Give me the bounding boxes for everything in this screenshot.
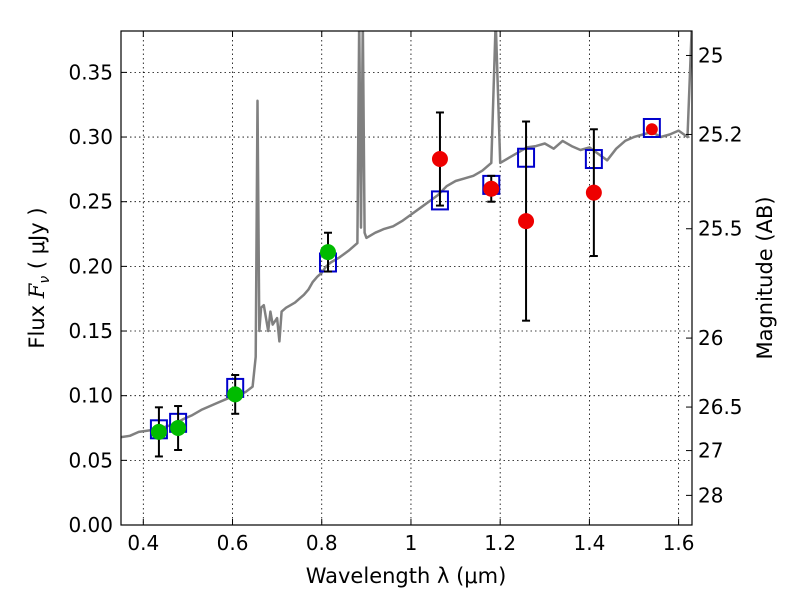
x-tick-label: 0.8 (306, 531, 338, 555)
observed-photometry-point (431, 151, 448, 168)
observed-photometry-point (150, 423, 167, 440)
observed-photometry-point (483, 180, 500, 197)
observed-photometry-point (645, 123, 658, 136)
x-tick-label: 0.6 (217, 531, 249, 555)
y-tick-label: 0.15 (68, 319, 113, 343)
y-tick-label: 0.30 (68, 125, 113, 149)
model-photometry-square (642, 117, 661, 138)
y2-axis-label: Magnitude (AB) (753, 196, 777, 359)
mag-tick-label: 26 (698, 326, 723, 350)
y-axis-label: Flux Fν ( μJy ) (25, 207, 53, 348)
mag-tick-label: 25 (698, 43, 723, 67)
y-tick-label: 0.35 (68, 60, 113, 84)
mag-tick-label: 28 (698, 483, 723, 507)
plot-frame (120, 30, 693, 526)
x-tick-label: 0.4 (127, 531, 159, 555)
y-tick-label: 0.20 (68, 254, 113, 278)
y-axis-label-subscript: ν (37, 276, 53, 284)
mag-tick-label: 25.5 (698, 217, 743, 241)
x-tick-label: 1.2 (484, 531, 516, 555)
y-tick-label: 0.05 (68, 448, 113, 472)
y-tick-label: 0.00 (68, 513, 113, 537)
axis-ticks: 0.4 0.6 0.8 1 1.2 1.4 1.6 0.00 0.05 0.10 0.15 0.20 0… (68, 31, 743, 555)
y-tick-label: 0.10 (68, 384, 113, 408)
mag-tick-label: 27 (698, 439, 723, 463)
observed-photometry-point (319, 244, 336, 261)
x-tick-label: 1.4 (573, 531, 605, 555)
mag-tick-label: 25.2 (698, 122, 743, 146)
y-axis-label-units: ( μJy ) (25, 207, 49, 275)
x-tick-label: 1.6 (663, 531, 695, 555)
y-tick-label: 0.25 (68, 190, 113, 214)
observed-photometry-point (518, 213, 535, 230)
y-axis-label-prefix: Flux (25, 298, 49, 348)
observed-photometry-point (227, 386, 244, 403)
observed-photometry-point (585, 184, 602, 201)
observed-photometry-point (170, 420, 187, 437)
sed-model-line (121, 31, 692, 439)
mag-tick-label: 26.5 (698, 395, 743, 419)
y-axis-label-symbol: F (25, 282, 49, 299)
x-axis-label: Wavelength λ (μm) (306, 564, 507, 588)
x-tick-label: 1 (405, 531, 418, 555)
plot-area (121, 31, 692, 458)
